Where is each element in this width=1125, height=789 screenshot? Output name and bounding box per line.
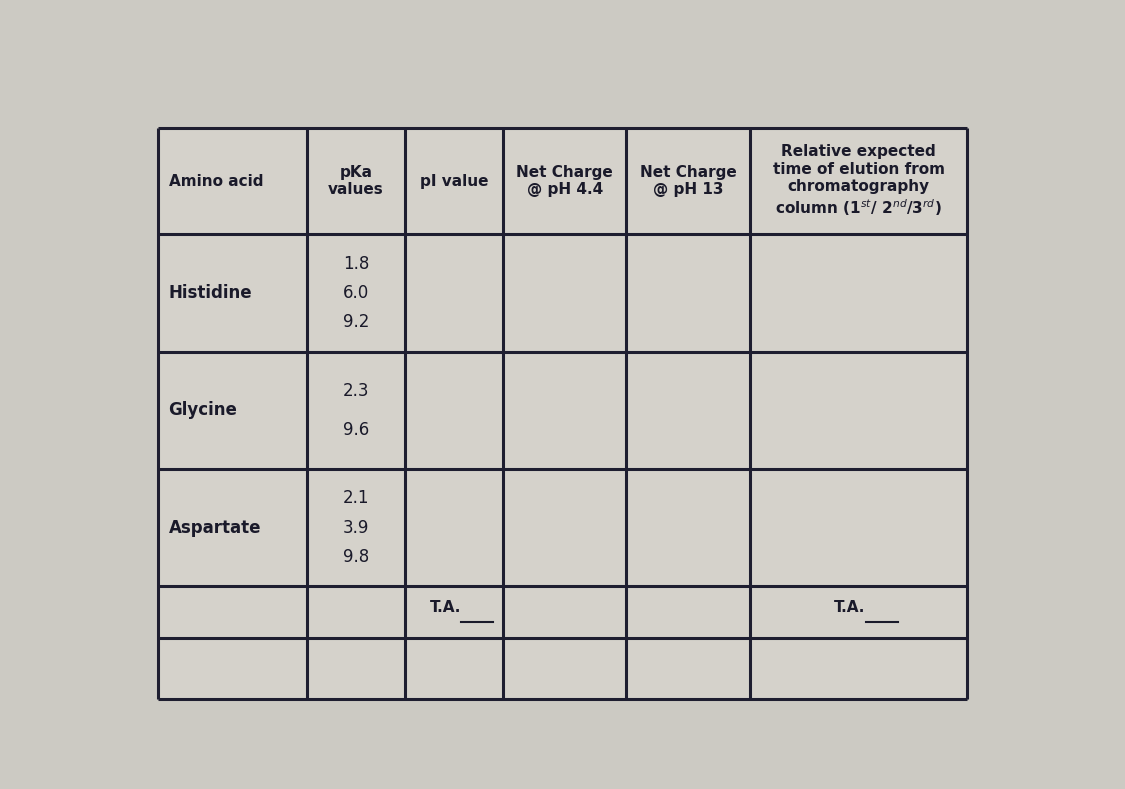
- Text: 9.2: 9.2: [343, 313, 369, 331]
- Text: pI value: pI value: [420, 174, 488, 189]
- Text: 3.9: 3.9: [343, 518, 369, 537]
- Text: 2.1: 2.1: [343, 489, 369, 507]
- Text: 9.6: 9.6: [343, 421, 369, 439]
- Text: 2.3: 2.3: [343, 382, 369, 400]
- Text: T.A.: T.A.: [834, 600, 865, 615]
- Text: Net Charge
@ pH 4.4: Net Charge @ pH 4.4: [516, 165, 613, 197]
- Text: Histidine: Histidine: [169, 284, 252, 302]
- Text: Amino acid: Amino acid: [169, 174, 263, 189]
- Text: T.A.: T.A.: [430, 600, 461, 615]
- Text: Aspartate: Aspartate: [169, 518, 261, 537]
- Text: 1.8: 1.8: [343, 255, 369, 273]
- Text: Net Charge
@ pH 13: Net Charge @ pH 13: [640, 165, 737, 197]
- Text: Glycine: Glycine: [169, 402, 237, 419]
- Text: pKa
values: pKa values: [328, 165, 384, 197]
- Text: 6.0: 6.0: [343, 284, 369, 302]
- Text: Relative expected
time of elution from
chromatography
column (1$^{st}$/ 2$^{nd}$: Relative expected time of elution from c…: [773, 144, 945, 219]
- Text: 9.8: 9.8: [343, 548, 369, 566]
